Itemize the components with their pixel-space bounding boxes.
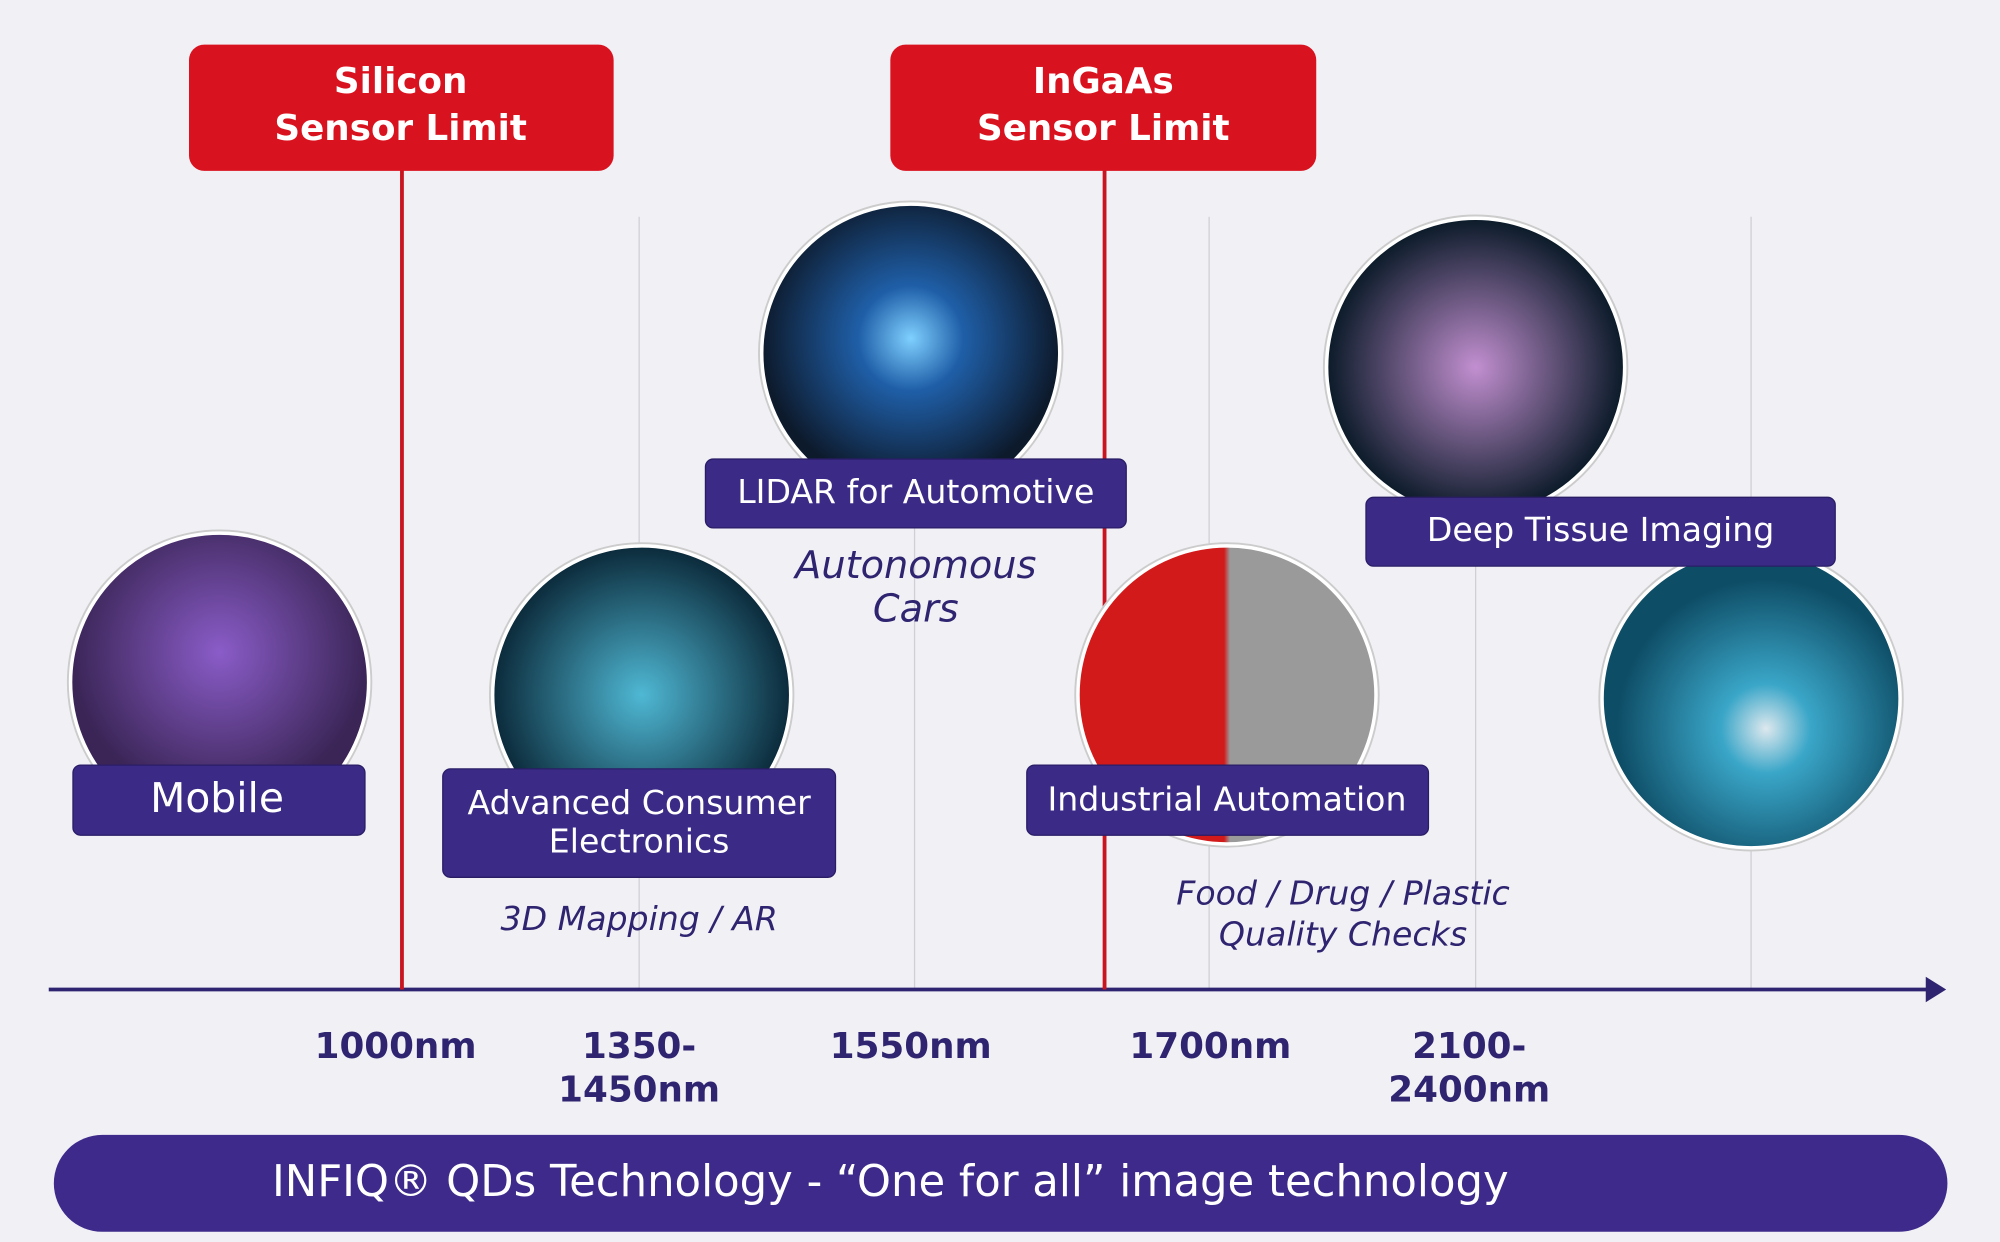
banner-text: INFIQ® QDs Technology - “One for all” im… [272,1157,1509,1207]
banner [53,1134,1948,1232]
label-boxes [72,458,1836,878]
app-label: Industrial Automation [1047,779,1406,818]
app-caption: Cars [873,586,959,631]
wavelength: 1450nm [558,1070,720,1111]
limit-box [189,44,614,171]
limit-text: InGaAs [1033,61,1174,102]
app-label: Advanced Consumer [468,783,812,822]
app-caption: Food / Drug / Plastic [1176,874,1510,913]
wavelength: 2100- [1412,1026,1526,1067]
app-label: Mobile [150,774,284,822]
wavelength: 1350- [582,1026,696,1067]
limit-text: Silicon [334,61,467,102]
wavelength: 2400nm [1388,1070,1550,1111]
limit-box [890,44,1317,171]
axis-arrow [1925,976,1947,1003]
app-caption: 3D Mapping / AR [500,899,777,938]
app-caption: Autonomous [792,543,1036,588]
wavelength: 1700nm [1129,1026,1291,1067]
limit-text: Sensor Limit [274,108,527,149]
app-label: Deep Tissue Imaging [1427,510,1774,549]
wavelength: 1000nm [315,1026,477,1067]
app-label: Electronics [549,821,730,860]
app-label: LIDAR for Automotive [737,472,1094,511]
limit-text: Sensor Limit [977,108,1230,149]
wavelength: 1550nm [830,1026,992,1067]
app-caption: Quality Checks [1219,914,1467,953]
